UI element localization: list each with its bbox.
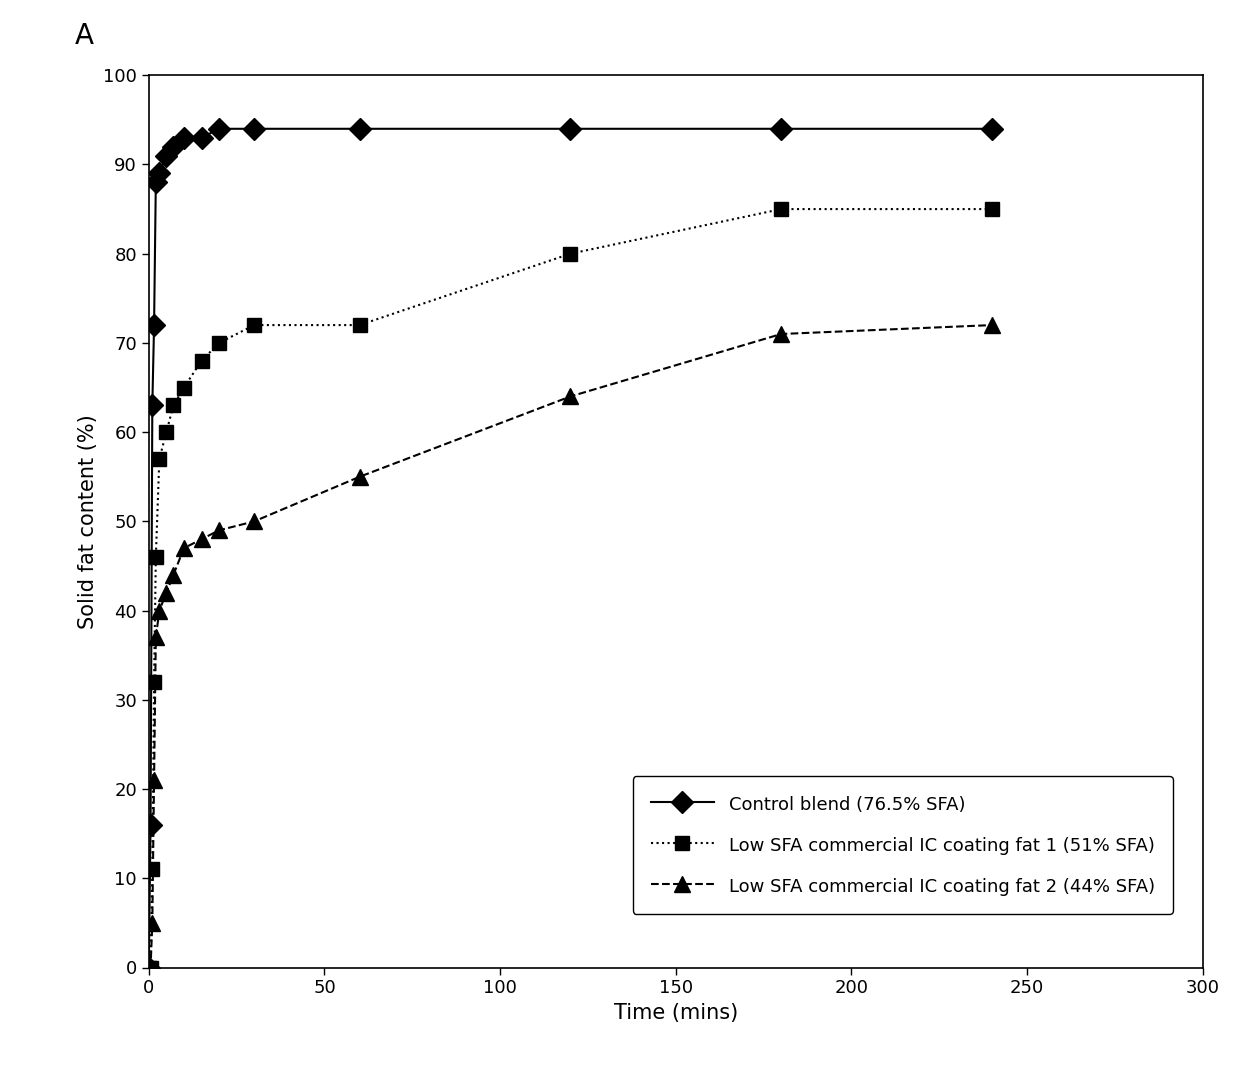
Control blend (76.5% SFA) bbox=[143, 818, 157, 831]
Low SFA commercial IC coating fat 1 (51% SFA) bbox=[145, 863, 160, 876]
Control blend (76.5% SFA) bbox=[151, 167, 166, 180]
Low SFA commercial IC coating fat 2 (44% SFA) bbox=[143, 961, 157, 974]
Low SFA commercial IC coating fat 1 (51% SFA) bbox=[149, 550, 164, 563]
Control blend (76.5% SFA) bbox=[774, 123, 789, 135]
Low SFA commercial IC coating fat 1 (51% SFA) bbox=[212, 336, 227, 349]
Low SFA commercial IC coating fat 2 (44% SFA) bbox=[774, 328, 789, 341]
Control blend (76.5% SFA) bbox=[159, 149, 174, 162]
Low SFA commercial IC coating fat 2 (44% SFA) bbox=[985, 318, 999, 331]
Control blend (76.5% SFA) bbox=[212, 123, 227, 135]
Low SFA commercial IC coating fat 2 (44% SFA) bbox=[151, 604, 166, 617]
Line: Low SFA commercial IC coating fat 2 (44% SFA): Low SFA commercial IC coating fat 2 (44%… bbox=[141, 317, 999, 975]
Low SFA commercial IC coating fat 2 (44% SFA) bbox=[166, 569, 181, 582]
Control blend (76.5% SFA) bbox=[563, 123, 578, 135]
Line: Control blend (76.5% SFA): Control blend (76.5% SFA) bbox=[141, 121, 999, 975]
Low SFA commercial IC coating fat 1 (51% SFA) bbox=[247, 318, 262, 331]
Low SFA commercial IC coating fat 2 (44% SFA) bbox=[193, 533, 208, 546]
Low SFA commercial IC coating fat 1 (51% SFA) bbox=[193, 355, 208, 368]
Control blend (76.5% SFA) bbox=[145, 399, 160, 412]
Low SFA commercial IC coating fat 1 (51% SFA) bbox=[563, 247, 578, 260]
Low SFA commercial IC coating fat 1 (51% SFA) bbox=[143, 961, 157, 974]
Control blend (76.5% SFA) bbox=[985, 123, 999, 135]
Control blend (76.5% SFA) bbox=[193, 131, 208, 144]
Low SFA commercial IC coating fat 2 (44% SFA) bbox=[149, 631, 164, 644]
Low SFA commercial IC coating fat 2 (44% SFA) bbox=[146, 774, 161, 787]
Low SFA commercial IC coating fat 1 (51% SFA) bbox=[985, 202, 999, 215]
Legend: Control blend (76.5% SFA), Low SFA commercial IC coating fat 1 (51% SFA), Low SF: Control blend (76.5% SFA), Low SFA comme… bbox=[632, 776, 1173, 914]
Low SFA commercial IC coating fat 1 (51% SFA) bbox=[176, 381, 191, 393]
Low SFA commercial IC coating fat 2 (44% SFA) bbox=[141, 961, 156, 974]
Line: Low SFA commercial IC coating fat 1 (51% SFA): Low SFA commercial IC coating fat 1 (51%… bbox=[141, 202, 999, 974]
Low SFA commercial IC coating fat 2 (44% SFA) bbox=[176, 542, 191, 555]
Low SFA commercial IC coating fat 1 (51% SFA) bbox=[159, 426, 174, 439]
Low SFA commercial IC coating fat 2 (44% SFA) bbox=[352, 471, 367, 484]
Control blend (76.5% SFA) bbox=[141, 961, 156, 974]
Control blend (76.5% SFA) bbox=[166, 140, 181, 153]
Control blend (76.5% SFA) bbox=[149, 176, 164, 189]
Low SFA commercial IC coating fat 2 (44% SFA) bbox=[563, 390, 578, 403]
Low SFA commercial IC coating fat 2 (44% SFA) bbox=[247, 515, 262, 528]
Low SFA commercial IC coating fat 1 (51% SFA) bbox=[352, 318, 367, 331]
Control blend (76.5% SFA) bbox=[247, 123, 262, 135]
Y-axis label: Solid fat content (%): Solid fat content (%) bbox=[78, 414, 98, 629]
Low SFA commercial IC coating fat 1 (51% SFA) bbox=[141, 961, 156, 974]
Control blend (76.5% SFA) bbox=[352, 123, 367, 135]
Low SFA commercial IC coating fat 2 (44% SFA) bbox=[212, 524, 227, 536]
Control blend (76.5% SFA) bbox=[176, 131, 191, 144]
X-axis label: Time (mins): Time (mins) bbox=[614, 1003, 738, 1022]
Low SFA commercial IC coating fat 1 (51% SFA) bbox=[166, 399, 181, 412]
Low SFA commercial IC coating fat 1 (51% SFA) bbox=[146, 675, 161, 688]
Low SFA commercial IC coating fat 1 (51% SFA) bbox=[151, 453, 166, 465]
Text: A: A bbox=[74, 22, 94, 49]
Control blend (76.5% SFA) bbox=[146, 318, 161, 331]
Low SFA commercial IC coating fat 2 (44% SFA) bbox=[145, 916, 160, 929]
Low SFA commercial IC coating fat 2 (44% SFA) bbox=[159, 586, 174, 599]
Low SFA commercial IC coating fat 1 (51% SFA) bbox=[774, 202, 789, 215]
